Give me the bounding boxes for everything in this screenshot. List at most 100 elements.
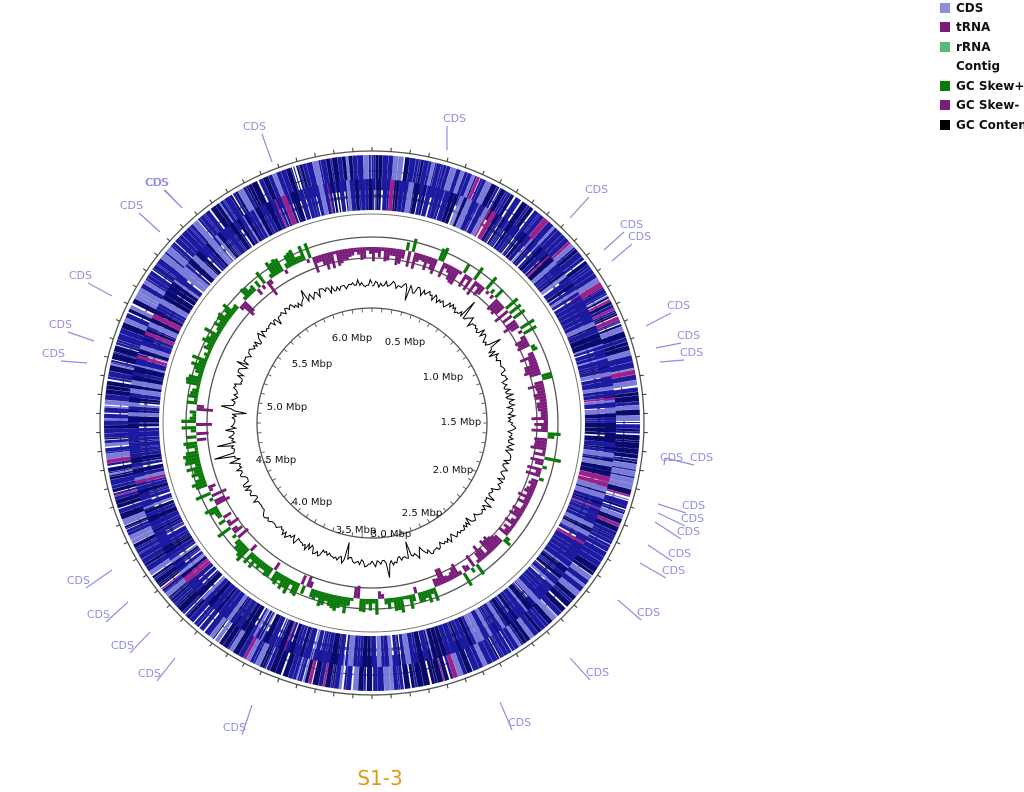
gc-skew-bar — [283, 254, 293, 268]
cds-feature — [142, 337, 173, 350]
callout-line — [87, 282, 113, 297]
cds-feature — [131, 375, 164, 386]
cds-feature — [589, 326, 624, 344]
cds-feature — [172, 545, 199, 566]
gc-skew-bar — [311, 256, 321, 273]
gc-skew-bar — [218, 320, 227, 328]
gc-skew-bar — [185, 376, 202, 384]
cds-feature — [398, 633, 406, 666]
gc-skew-bar — [239, 288, 250, 299]
cds-feature — [387, 179, 395, 211]
cds-feature — [511, 238, 534, 263]
cds-feature — [455, 198, 473, 229]
cds-feature — [579, 367, 611, 378]
cds-feature — [540, 273, 566, 294]
cds-feature — [241, 602, 261, 632]
gc-skew-bar — [192, 413, 197, 417]
gc-skew-bar — [191, 354, 208, 363]
cds-feature — [466, 611, 485, 642]
cds-feature — [128, 416, 160, 423]
cds-feature — [202, 244, 227, 270]
cds-feature — [569, 500, 600, 516]
cds-feature — [187, 562, 214, 587]
cds-feature — [474, 608, 493, 637]
cds-feature — [481, 605, 499, 633]
cds-feature — [139, 486, 170, 498]
gc-skew-bar — [236, 543, 246, 553]
cds-label: CDS — [145, 176, 168, 189]
cds-feature — [576, 479, 608, 493]
callout-line — [659, 359, 685, 363]
cds-feature — [172, 578, 201, 604]
cds-feature — [553, 529, 584, 551]
cds-feature — [567, 325, 597, 340]
gc-skew-bar — [271, 572, 282, 585]
cds-feature — [129, 397, 161, 403]
tick — [630, 506, 635, 509]
callout-line — [499, 701, 513, 731]
gc-skew-bar — [255, 559, 264, 570]
gc-skew-bar — [187, 400, 198, 405]
callout-line — [138, 212, 161, 233]
ruler-tick — [258, 441, 263, 444]
cds-feature — [560, 518, 591, 537]
gc-skew-bar — [517, 329, 523, 335]
cds-feature — [444, 193, 459, 224]
tick — [259, 671, 262, 676]
cds-feature — [360, 179, 366, 211]
callout-line — [156, 657, 176, 682]
gc-skew-bar — [490, 534, 501, 546]
cds-feature — [144, 331, 175, 346]
cds-feature — [261, 203, 279, 234]
cds-feature — [130, 453, 162, 462]
callout-line — [645, 312, 672, 327]
gc-skew-bar — [187, 393, 199, 399]
tick — [277, 163, 280, 168]
gc-skew-bar — [368, 247, 372, 254]
cds-feature — [136, 478, 168, 491]
gc-skew-bar — [341, 249, 347, 260]
gc-skew-bar — [457, 273, 468, 288]
gc-skew-bar — [529, 483, 537, 489]
gc-skew-bar — [503, 322, 518, 334]
legend-item: GC Skew- — [940, 96, 1024, 116]
ruler-label: 1.5 Mbp — [441, 417, 481, 428]
gc-skew-bar — [196, 404, 205, 409]
cds-feature — [152, 516, 182, 533]
cds-feature — [278, 196, 293, 227]
cds-feature — [503, 230, 525, 257]
callout-line — [663, 457, 666, 466]
cds-feature — [318, 630, 327, 662]
gc-skew-bar — [541, 371, 553, 378]
gc-skew-bar — [490, 302, 503, 315]
ruler-tick — [481, 441, 486, 444]
gc-skew-bar — [289, 579, 295, 586]
gc-skew-bar — [542, 374, 553, 381]
gc-skew-bar — [207, 350, 212, 355]
cds-track — [127, 178, 617, 668]
gc-skew-bar — [359, 247, 364, 261]
cds-feature — [345, 180, 353, 212]
cds-feature — [196, 250, 222, 275]
cds-feature — [556, 527, 585, 545]
cds-feature — [227, 225, 248, 252]
gc-skew-bar — [380, 593, 385, 599]
gc-skew-bar — [317, 254, 323, 263]
cds-feature — [548, 286, 577, 307]
cds-feature — [474, 208, 491, 237]
gc-skew-bar — [472, 266, 485, 281]
gc-skew-bar — [223, 308, 234, 318]
cds-feature — [577, 475, 609, 487]
cds-feature — [573, 489, 604, 503]
cds-feature — [500, 228, 520, 254]
cds-feature — [584, 399, 616, 405]
gc-skew-bar — [374, 247, 379, 253]
gc-skew-bar — [316, 591, 324, 607]
cds-feature — [578, 470, 610, 483]
cds-feature — [199, 214, 226, 245]
gc-skew-bar — [206, 342, 214, 349]
gc-skew-bar — [288, 249, 298, 265]
cds-feature — [131, 456, 162, 464]
gc-skew-bar — [449, 567, 458, 579]
tick — [515, 653, 519, 658]
